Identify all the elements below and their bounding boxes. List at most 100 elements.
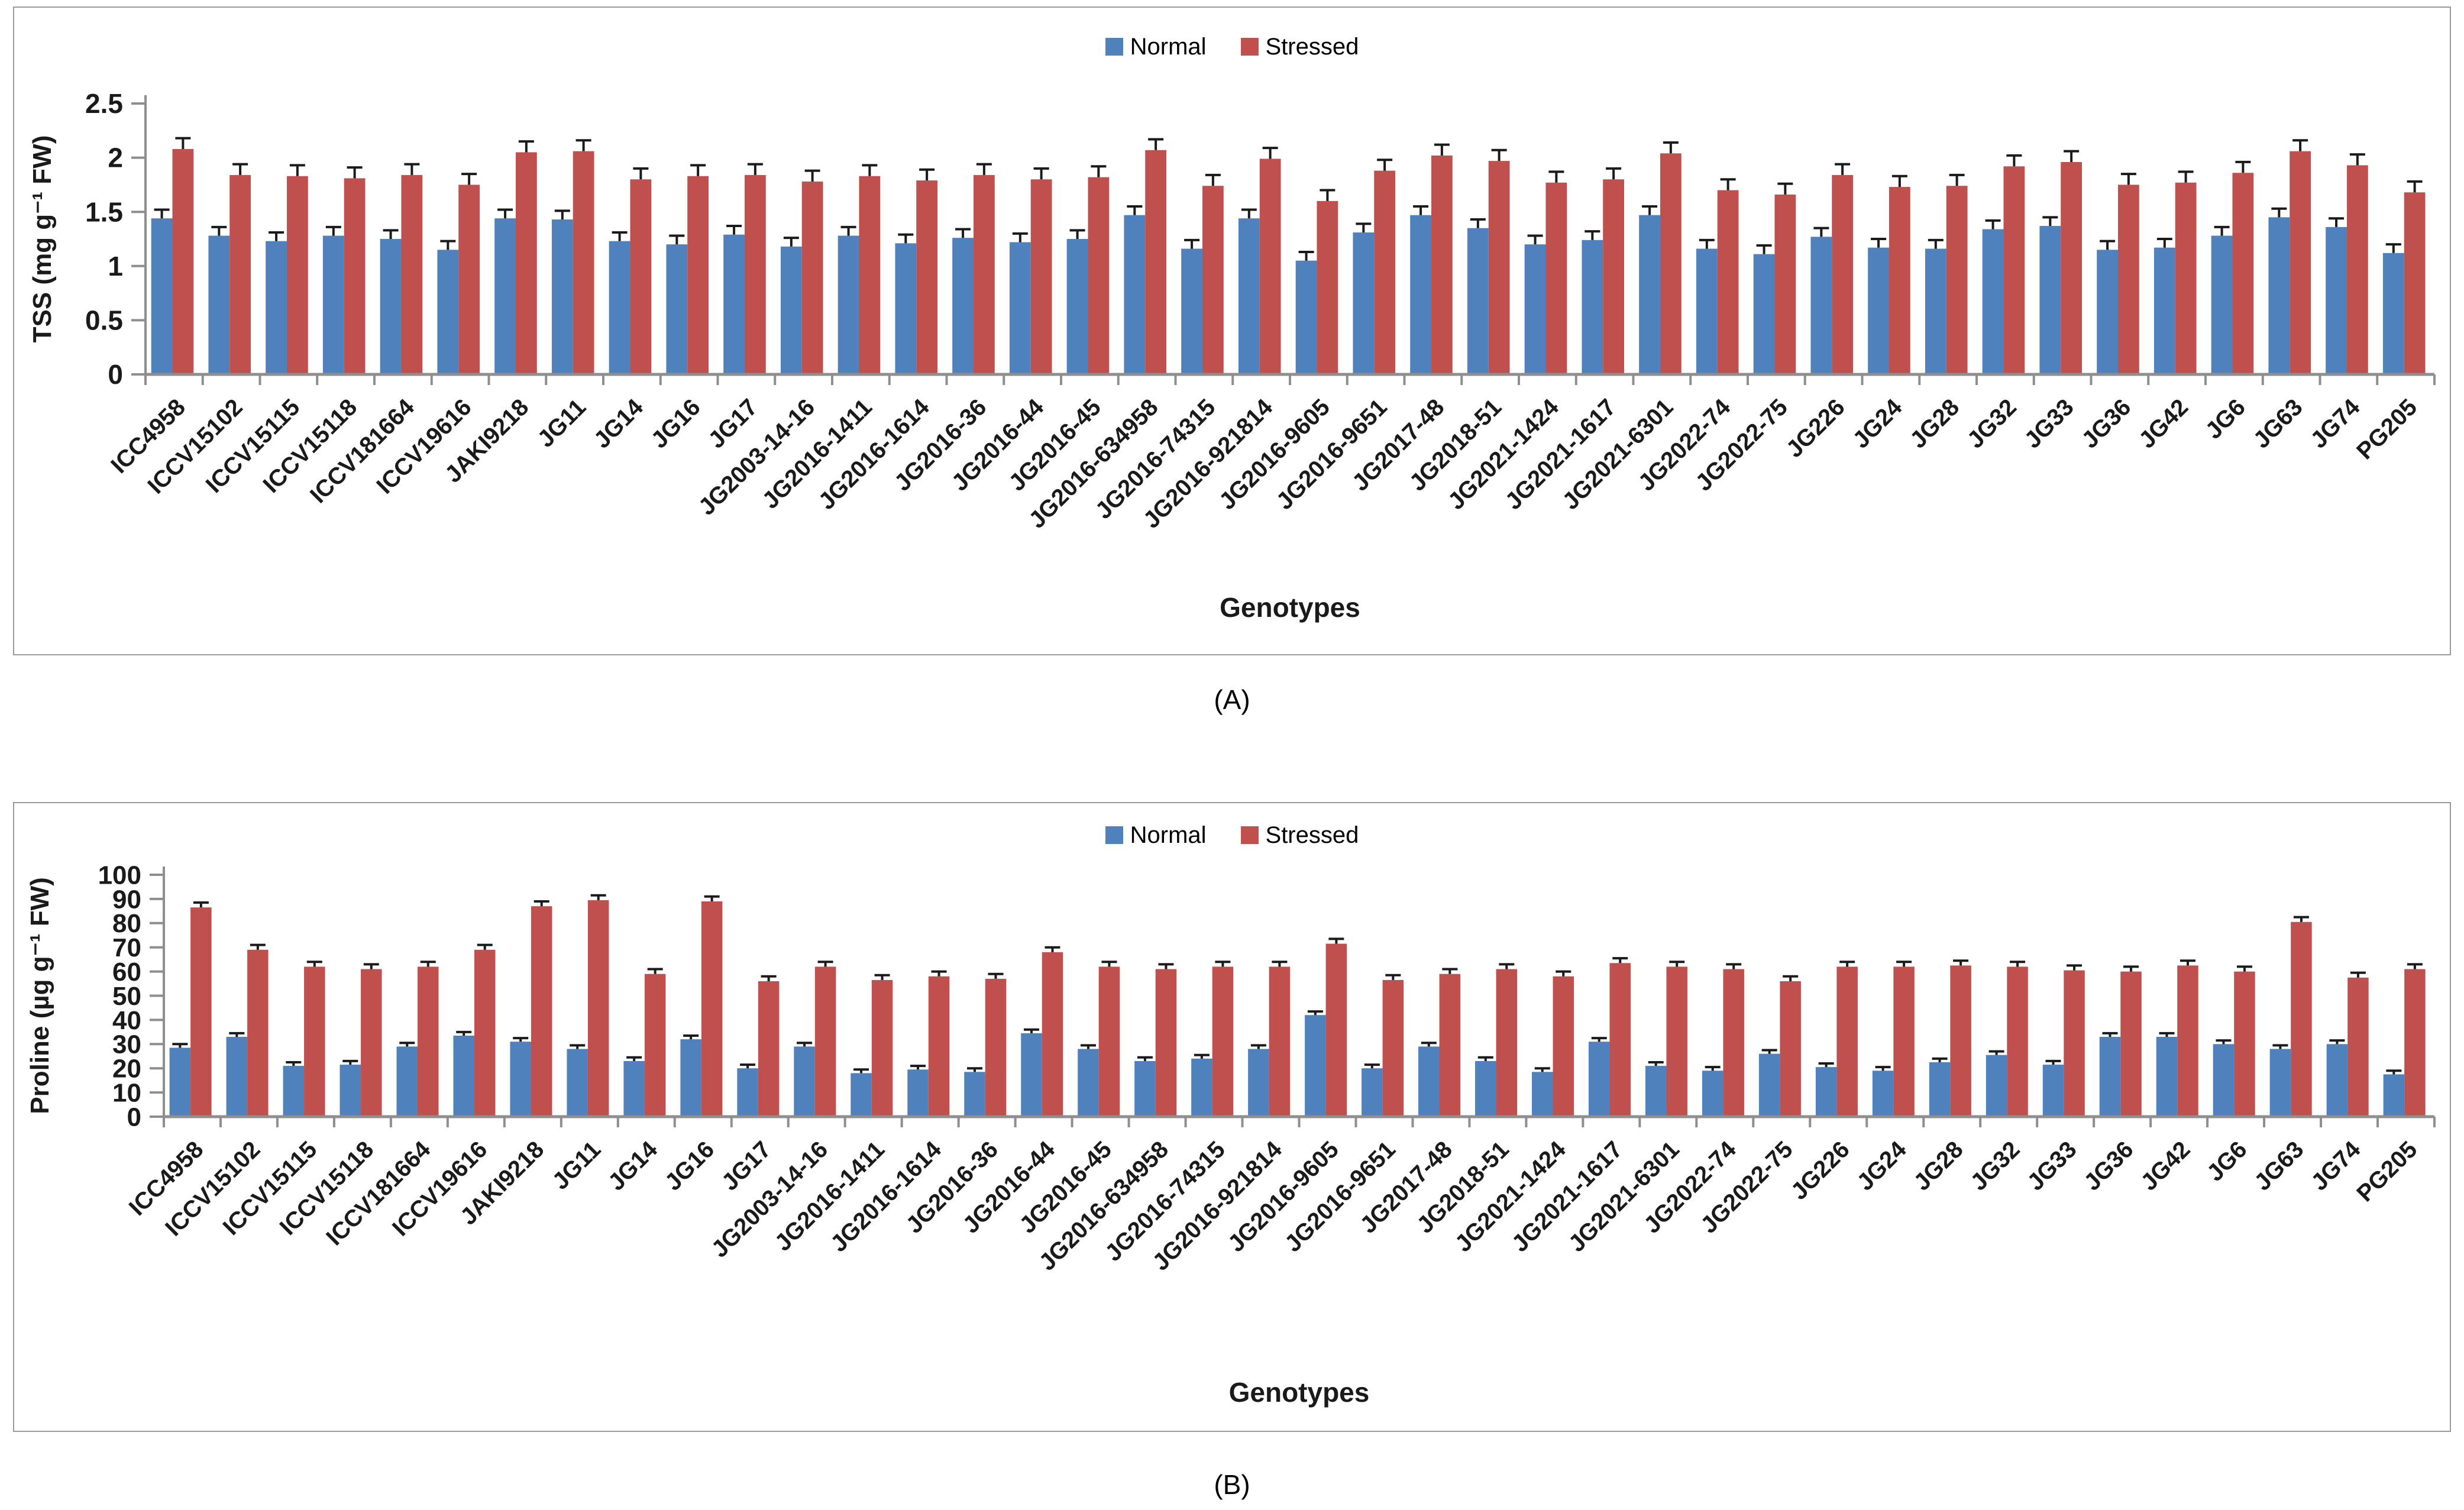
- bar-stressed-JG226: [1836, 966, 1858, 1117]
- caption-a: (A): [1214, 684, 1250, 715]
- bar-stressed-JG16: [687, 176, 709, 374]
- bar-stressed-JG2017-48: [1431, 155, 1453, 374]
- bar-stressed-JG24: [1893, 966, 1915, 1117]
- bar-normal-JG42: [2156, 1037, 2178, 1117]
- y-tick-label: 70: [112, 933, 141, 962]
- bar-stressed-JG32: [2003, 166, 2025, 374]
- bar-stressed-JG2021-1424: [1553, 976, 1574, 1117]
- x-category-label: JG33: [2019, 394, 2078, 453]
- y-tick-label: 60: [112, 958, 141, 987]
- x-category-label: JG14: [589, 394, 649, 454]
- x-category-label: JG33: [2022, 1136, 2081, 1195]
- bar-normal-JG42: [2153, 247, 2175, 374]
- bar-stressed-JG2016-45: [1098, 966, 1120, 1117]
- y-tick-label: 40: [112, 1006, 141, 1035]
- bar-stressed-ICCV15118: [361, 969, 382, 1117]
- bar-normal-JG2016-1614: [907, 1069, 929, 1117]
- bar-stressed-JG2016-9605: [1317, 201, 1338, 374]
- bar-stressed-JAKI9218: [531, 906, 552, 1117]
- bar-normal-ICCV15118: [339, 1065, 361, 1117]
- bar-normal-JG2017-48: [1418, 1046, 1440, 1117]
- bar-stressed-JG2022-75: [1774, 194, 1796, 374]
- bar-stressed-JAKI9218: [515, 152, 537, 374]
- bar-normal-JG226: [1810, 237, 1832, 374]
- bar-normal-JG36: [2099, 1037, 2121, 1117]
- x-category-label: PG205: [2352, 1136, 2422, 1207]
- bar-stressed-JG42: [2177, 965, 2198, 1117]
- bar-stressed-JG28: [1950, 965, 1971, 1117]
- legend-item-normal: Normal: [1105, 823, 1207, 847]
- bar-normal-JAKI9218: [494, 218, 516, 374]
- legend-b: Normal Stressed: [14, 803, 2450, 862]
- bar-normal-JG14: [609, 241, 630, 374]
- x-category-label: JG16: [660, 1136, 719, 1195]
- bar-normal-ICCV181664: [380, 239, 402, 374]
- x-category-label: JG36: [2077, 394, 2136, 453]
- bar-normal-JG2017-48: [1410, 215, 1431, 374]
- bar-normal-ICCV15102: [208, 235, 230, 374]
- bar-stressed-ICCV181664: [401, 174, 423, 374]
- bar-normal-ICC4958: [169, 1047, 191, 1117]
- bar-stressed-JG2017-48: [1439, 974, 1461, 1117]
- bar-normal-ICCV15102: [226, 1037, 248, 1117]
- bar-normal-ICCV15115: [283, 1066, 305, 1117]
- legend-swatch-normal: [1105, 38, 1123, 56]
- chart-panel-a: Normal Stressed 0 0.5 1 1.5 2 2.5 ICC4958 ICCV1…: [13, 7, 2451, 655]
- bar-normal-JG2016-1411: [837, 235, 859, 374]
- x-category-label: JG24: [1848, 394, 1907, 454]
- bar-stressed-JG63: [2291, 921, 2312, 1117]
- bar-stressed-JG11: [587, 900, 609, 1117]
- y-tick-label: 90: [112, 885, 141, 914]
- bar-normal-JG2016-36: [964, 1072, 985, 1117]
- bar-stressed-ICCV15115: [304, 966, 325, 1117]
- x-category-label: JG32: [1962, 394, 2022, 453]
- x-category-label: JG226: [1786, 1136, 1855, 1205]
- bar-normal-ICCV15115: [266, 241, 287, 374]
- x-category-label: JG28: [1905, 394, 1964, 453]
- x-category-label: JG11: [533, 394, 591, 452]
- legend-swatch-normal: [1105, 826, 1123, 844]
- bar-stressed-JG33: [2061, 161, 2083, 374]
- bar-stressed-JG2016-36: [985, 978, 1007, 1117]
- bar-normal-ICCV19616: [437, 250, 459, 374]
- x-category-label: PG205: [2352, 394, 2422, 464]
- bar-stressed-ICCV15102: [229, 174, 251, 374]
- bar-stressed-ICCV19616: [458, 185, 480, 374]
- x-category-label: JG63: [2249, 1136, 2308, 1195]
- bar-stressed-JG28: [1946, 186, 1968, 374]
- bar-stressed-JG2022-75: [1780, 981, 1801, 1117]
- legend-label-normal: Normal: [1130, 34, 1207, 60]
- bar-stressed-JG17: [758, 981, 780, 1117]
- bar-normal-JAKI9218: [510, 1042, 531, 1117]
- legend-item-stressed: Stressed: [1240, 822, 1359, 848]
- bar-normal-JG32: [1986, 1055, 2007, 1117]
- bar-normal-JG17: [723, 234, 745, 374]
- bar-normal-PG205: [2382, 253, 2404, 374]
- x-category-label: JG16: [646, 394, 705, 453]
- bar-normal-JG2016-44: [1009, 242, 1031, 374]
- bar-normal-JG2021-6301: [1639, 215, 1660, 374]
- bar-normal-JG24: [1868, 247, 1889, 374]
- bar-normal-JG226: [1815, 1067, 1837, 1117]
- bar-stressed-JG74: [2347, 977, 2369, 1117]
- bar-stressed-JG74: [2346, 165, 2368, 374]
- x-category-label: JG6: [2202, 1136, 2252, 1186]
- bar-stressed-JG2022-74: [1723, 969, 1744, 1117]
- bar-stressed-JG2016-1411: [859, 176, 881, 374]
- bar-normal-JG63: [2268, 217, 2290, 374]
- bar-normal-JG2016-9651: [1353, 232, 1375, 374]
- x-category-label: JG14: [603, 1136, 663, 1196]
- bar-stressed-JG17: [744, 174, 766, 374]
- bar-normal-JG16: [666, 244, 688, 374]
- bar-stressed-PG205: [2404, 192, 2426, 374]
- bar-normal-JG2016-44: [1021, 1033, 1042, 1117]
- bar-normal-JG2016-74315: [1191, 1058, 1212, 1117]
- bar-normal-JG2016-9605: [1305, 1015, 1326, 1117]
- bar-stressed-JG2021-6301: [1660, 153, 1682, 374]
- bar-stressed-JG2016-634958: [1145, 150, 1167, 374]
- bar-stressed-ICCV181664: [418, 966, 439, 1117]
- bar-stressed-JG14: [644, 974, 666, 1117]
- legend-label-stressed: Stressed: [1265, 822, 1359, 848]
- bar-normal-JG6: [2211, 235, 2233, 374]
- bar-normal-JG2022-75: [1753, 254, 1775, 374]
